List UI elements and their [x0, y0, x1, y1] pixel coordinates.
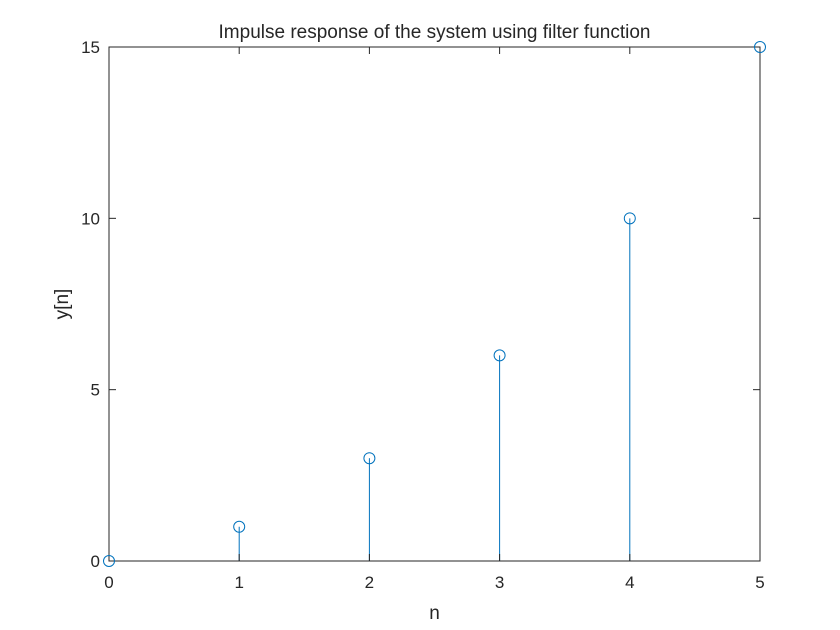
markers-layer [103, 41, 766, 567]
x-axis-label: n [429, 603, 440, 624]
stem-marker [754, 41, 766, 53]
stem-marker [493, 349, 506, 362]
stem-marker [103, 555, 115, 567]
x-tick-label: 1 [234, 573, 243, 592]
x-tick-label: 2 [365, 573, 374, 592]
ticks-layer: 0 1 2 3 4 5 0 5 10 15 [81, 38, 765, 592]
x-tick-label: 3 [495, 573, 504, 592]
plot-area [108, 46, 761, 562]
stems-layer [238, 47, 761, 561]
y-tick-label: 10 [81, 209, 100, 228]
stem-marker [363, 452, 376, 465]
stem-marker [623, 212, 636, 225]
x-tick-label: 5 [755, 573, 764, 592]
y-tick-label: 15 [81, 38, 100, 57]
y-tick-label: 5 [91, 381, 100, 400]
stem-marker [233, 520, 246, 533]
x-tick-label: 0 [104, 573, 113, 592]
y-axis-label: y[n] [52, 289, 73, 320]
chart-title: Impulse response of the system using fil… [219, 22, 651, 43]
y-tick-label: 0 [91, 552, 100, 571]
x-tick-label: 4 [625, 573, 634, 592]
